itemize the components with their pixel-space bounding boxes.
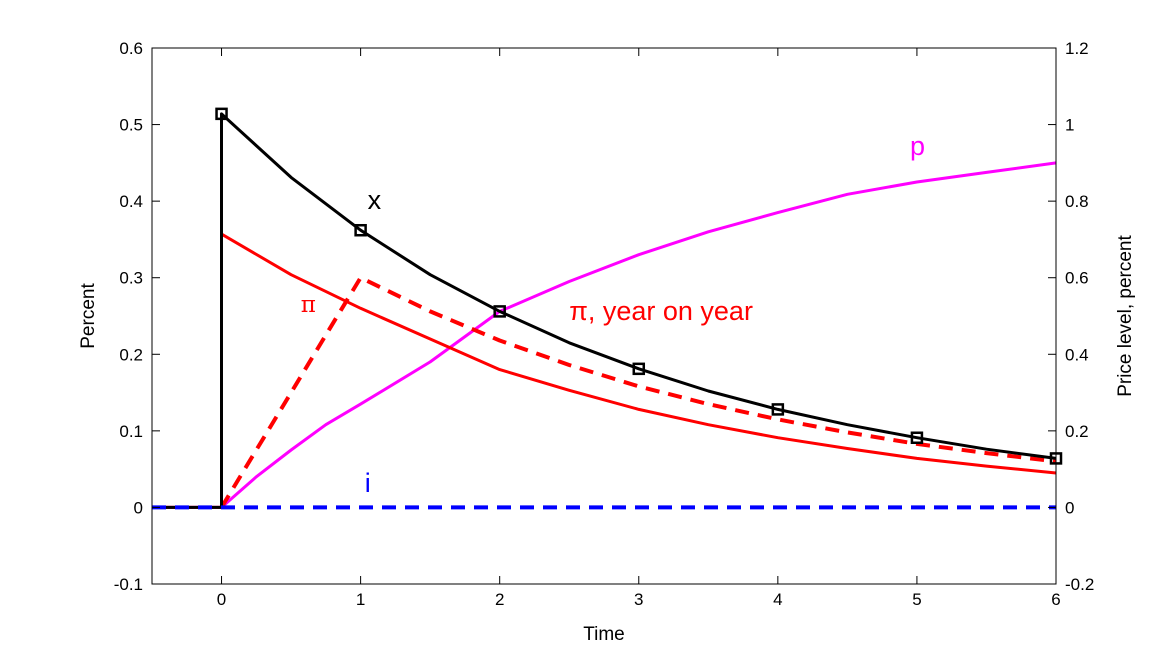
x-tick-label-5: 5 [912,590,921,609]
series-label-pi_yoy: π, year on year [569,296,753,326]
plot-area [152,48,1056,584]
series-label-i: i [365,468,371,498]
y-axis-right-label: Price level, percent [1115,234,1136,396]
series-layer [152,107,1063,510]
y-left-tick-label-0: -0.1 [114,575,143,594]
data-point-x-5 [910,431,924,444]
series-label-x: x [368,185,382,215]
x-tick-label-6: 6 [1051,590,1060,609]
data-point-x-0 [215,107,228,121]
axes-layer [151,47,1057,585]
y-right-tick-label-5: 0.8 [1065,192,1089,211]
y-left-tick-label-2: 0.1 [119,422,143,441]
y-right-tick-label-1: 0 [1065,498,1074,517]
y-left-tick-label-7: 0.6 [119,39,143,58]
y-left-tick-label-4: 0.3 [119,269,143,288]
y-right-tick-label-0: -0.2 [1065,575,1094,594]
y-left-tick-label-3: 0.2 [119,345,143,364]
y-left-tick-label-1: 0 [134,498,143,517]
y-right-tick-label-2: 0.2 [1065,422,1089,441]
data-point-x-3 [632,362,646,376]
series-label-p: p [910,131,925,161]
x-tick-label-4: 4 [773,590,782,609]
y-right-tick-label-3: 0.4 [1065,345,1089,364]
tick-layer: 0 1 2 3 4 5 6 -0.1 0 0.1 0.2 0.3 0.4 0.5 0.6 -0.2 0 0.2 0.… [114,39,1095,609]
y-right-tick-label-6: 1 [1065,116,1074,135]
series-line-pi [152,232,1057,509]
data-point-x-4 [771,403,785,416]
x-tick-label-3: 3 [634,590,643,609]
data-point-x-2 [493,305,506,318]
axes-box [151,47,1057,585]
series-label-pi: π [301,292,316,318]
y-left-tick-label-6: 0.5 [119,116,143,135]
y-right-tick-label-4: 0.6 [1065,269,1089,288]
series-line-x [152,112,1057,509]
series-line-pi_yoy [219,275,1057,509]
y-left-tick-label-5: 0.4 [119,192,143,211]
annotation-layer: x π π, year on year p i [301,131,925,498]
x-axis-label: Time [583,624,625,645]
x-tick-label-1: 1 [356,590,365,609]
series-line-p [152,161,1057,509]
y-axis-left-label: Percent [78,283,99,349]
y-right-tick-label-7: 1.2 [1065,39,1089,58]
x-tick-label-2: 2 [495,590,504,609]
x-tick-label-0: 0 [217,590,226,609]
data-point-x-1 [354,223,367,237]
